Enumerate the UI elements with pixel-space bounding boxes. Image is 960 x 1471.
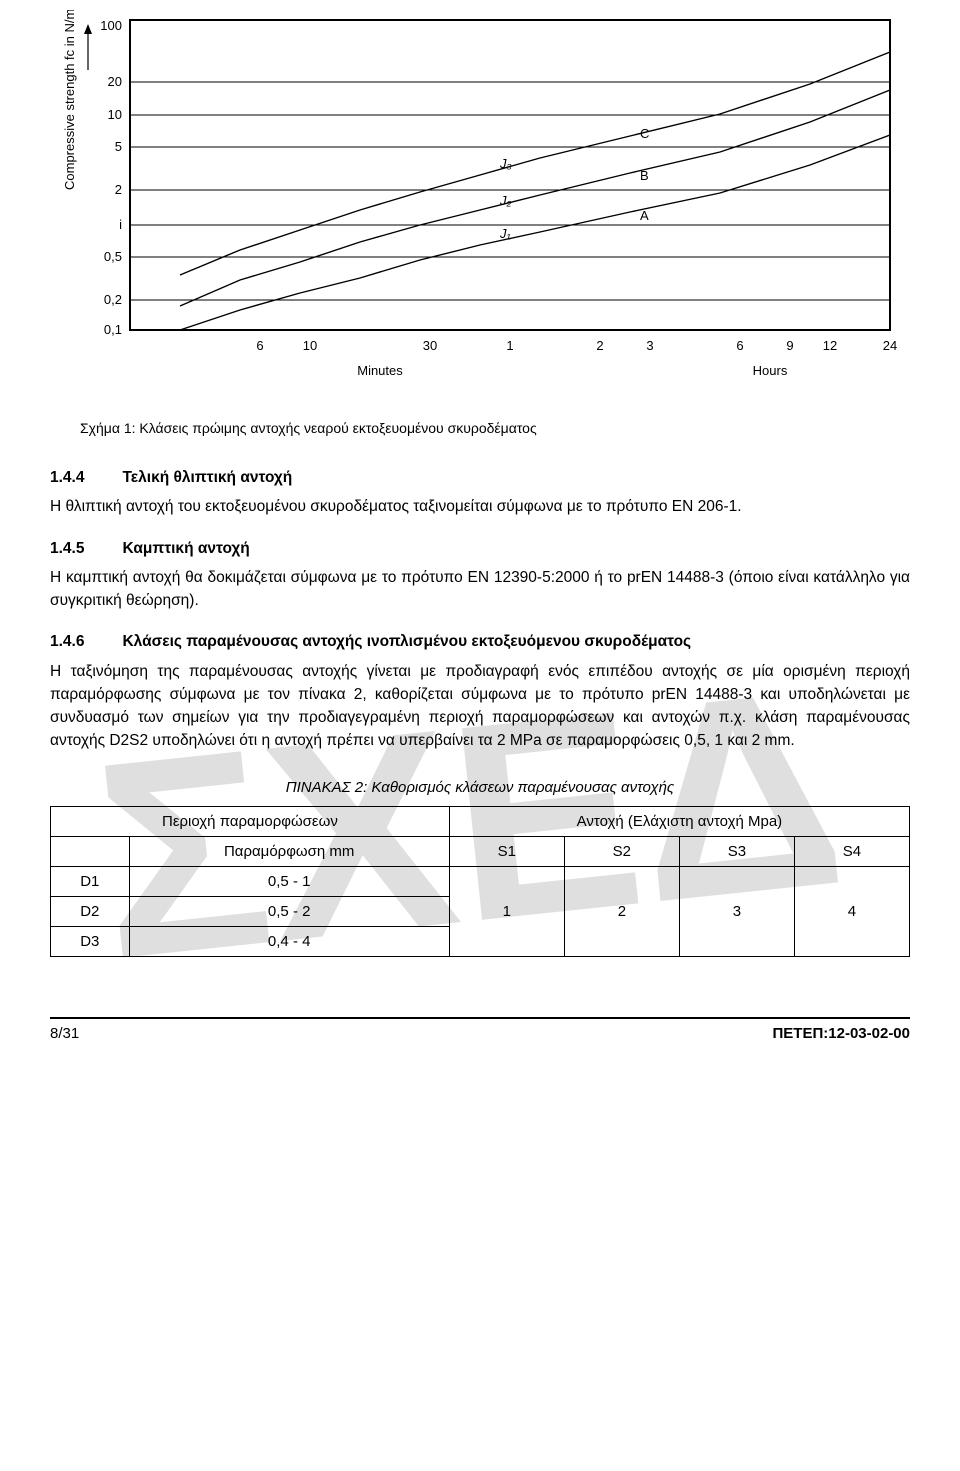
section-145-body: Η καμπτική αντοχή θα δοκιμάζεται σύμφωνα…: [50, 566, 910, 613]
svg-text:J₂: J₂: [499, 193, 512, 208]
table2-caption: ΠΙΝΑΚΑΣ 2: Καθορισμός κλάσεων παραμένουσ…: [50, 779, 910, 796]
section-144-num: 1.4.4: [50, 466, 84, 489]
footer: 8/31 ΠΕΤΕΠ:12-03-02-00: [50, 1017, 910, 1042]
section-145-num: 1.4.5: [50, 537, 84, 560]
table2-s4: S4: [794, 836, 909, 866]
table2-header-row1: Περιοχή παραμορφώσεων Αντοχή (Ελάχιστη α…: [51, 806, 910, 836]
section-145-title: Καμπτική αντοχή: [122, 537, 249, 560]
table2-s3: S3: [679, 836, 794, 866]
svg-text:J₁: J₁: [499, 226, 511, 241]
section-146-num: 1.4.6: [50, 630, 84, 653]
svg-text:A: A: [640, 208, 649, 223]
svg-text:10: 10: [303, 338, 317, 353]
table2: Περιοχή παραμορφώσεων Αντοχή (Ελάχιστη α…: [50, 806, 910, 957]
svg-text:0,2: 0,2: [104, 292, 122, 307]
svg-text:6: 6: [256, 338, 263, 353]
svg-text:1: 1: [506, 338, 513, 353]
x-label-hours: Hours: [753, 363, 788, 378]
compressive-strength-chart: Compressive strength fc in N/mm²: [60, 10, 900, 390]
svg-text:9: 9: [786, 338, 793, 353]
svg-text:C: C: [640, 126, 649, 141]
section-144-title: Τελική θλιπτική αντοχή: [122, 466, 292, 489]
table2-header-deform: Περιοχή παραμορφώσεων: [51, 806, 450, 836]
svg-text:24: 24: [883, 338, 897, 353]
page: ΣΧΕΔ Compressive strength fc in N/mm²: [0, 0, 960, 1062]
table2-blank: [51, 836, 130, 866]
curve-labels-left: J₁ J₂ J₃: [499, 156, 512, 241]
table2-header-strength: Αντοχή (Ελάχιστη αντοχή Mpa): [449, 806, 909, 836]
svg-text:10: 10: [108, 107, 122, 122]
y-axis-label: Compressive strength fc in N/mm²: [62, 10, 77, 190]
y-arrow-head: [84, 24, 92, 34]
table2-sub-deform: Παραμόρφωση mm: [129, 836, 449, 866]
chart-container: Compressive strength fc in N/mm²: [60, 10, 900, 390]
table2-row-d1: D1 0,5 - 1 1 2 3 4: [51, 866, 910, 896]
svg-text:2: 2: [115, 182, 122, 197]
curve-labels-right: A B C: [640, 126, 649, 223]
svg-text:0,1: 0,1: [104, 322, 122, 337]
x-tick-labels: 6 10 30 1 2 3 6 9 12 24: [256, 338, 897, 353]
svg-text:30: 30: [423, 338, 437, 353]
svg-text:12: 12: [823, 338, 837, 353]
table2-s1: S1: [449, 836, 564, 866]
svg-text:20: 20: [108, 74, 122, 89]
section-145: 1.4.5 Καμπτική αντοχή Η καμπτική αντοχή …: [50, 537, 910, 613]
svg-text:3: 3: [646, 338, 653, 353]
svg-text:6: 6: [736, 338, 743, 353]
svg-text:i: i: [119, 217, 122, 232]
table2-s2: S2: [564, 836, 679, 866]
curve-J2: [180, 90, 890, 306]
y-tick-labels: 0,1 0,2 0,5 i 2 5 10 20 100: [100, 18, 122, 337]
section-146-title: Κλάσεις παραμένουσας αντοχής ινοπλισμένο…: [122, 630, 691, 653]
svg-text:5: 5: [115, 139, 122, 154]
svg-text:2: 2: [596, 338, 603, 353]
table2-header-row2: Παραμόρφωση mm S1 S2 S3 S4: [51, 836, 910, 866]
plot-area: 0,1 0,2 0,5 i 2 5 10 20 100 6 10 30 1 2: [84, 18, 897, 378]
section-144-body: Η θλιπτική αντοχή του εκτοξευομένου σκυρ…: [50, 495, 910, 518]
curve-J1: [180, 135, 890, 330]
footer-page: 8/31: [50, 1025, 79, 1042]
figure-caption: Σχήμα 1: Κλάσεις πρώιμης αντοχής νεαρού …: [80, 420, 910, 436]
curve-J3: [180, 52, 890, 275]
section-146-body: Η ταξινόμηση της παραμένουσας αντοχής γί…: [50, 660, 910, 753]
footer-code: ΠΕΤΕΠ:12-03-02-00: [772, 1025, 910, 1042]
x-label-minutes: Minutes: [357, 363, 403, 378]
svg-text:100: 100: [100, 18, 122, 33]
section-146: 1.4.6 Κλάσεις παραμένουσας αντοχής ινοπλ…: [50, 630, 910, 752]
section-144: 1.4.4 Τελική θλιπτική αντοχή Η θλιπτική …: [50, 466, 910, 519]
svg-text:0,5: 0,5: [104, 249, 122, 264]
svg-text:J₃: J₃: [499, 156, 512, 171]
svg-text:B: B: [640, 168, 649, 183]
